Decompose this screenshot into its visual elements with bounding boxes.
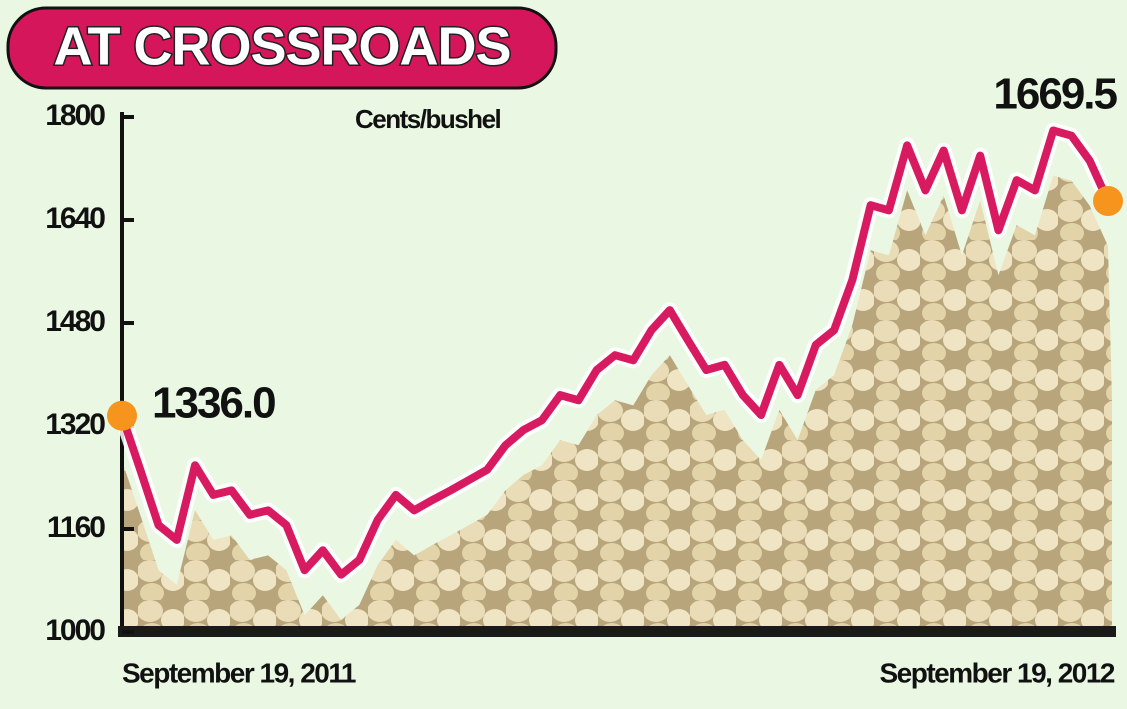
y-tick-label: 1800: [45, 99, 105, 132]
y-tick-label: 1160: [47, 511, 105, 544]
x-tick-label: September 19, 2012: [880, 657, 1115, 688]
chart: AT CROSSROADS Cents/bushel 1000 1160 1320 1…: [0, 0, 1127, 709]
y-tick-label: 1000: [45, 614, 105, 647]
x-tick-label: September 19, 2011: [122, 657, 356, 688]
unit-label: Cents/bushel: [355, 104, 501, 134]
end-marker: [107, 401, 137, 431]
end-marker: [1093, 186, 1123, 216]
y-tick-label: 1480: [45, 305, 105, 338]
value-label: 1336.0: [152, 378, 275, 427]
x-axis: [118, 626, 1116, 637]
y-tick-label: 1640: [45, 202, 105, 235]
value-label: 1669.5: [993, 70, 1117, 119]
chart-title: AT CROSSROADS: [53, 16, 510, 76]
y-tick-label: 1320: [45, 408, 105, 441]
